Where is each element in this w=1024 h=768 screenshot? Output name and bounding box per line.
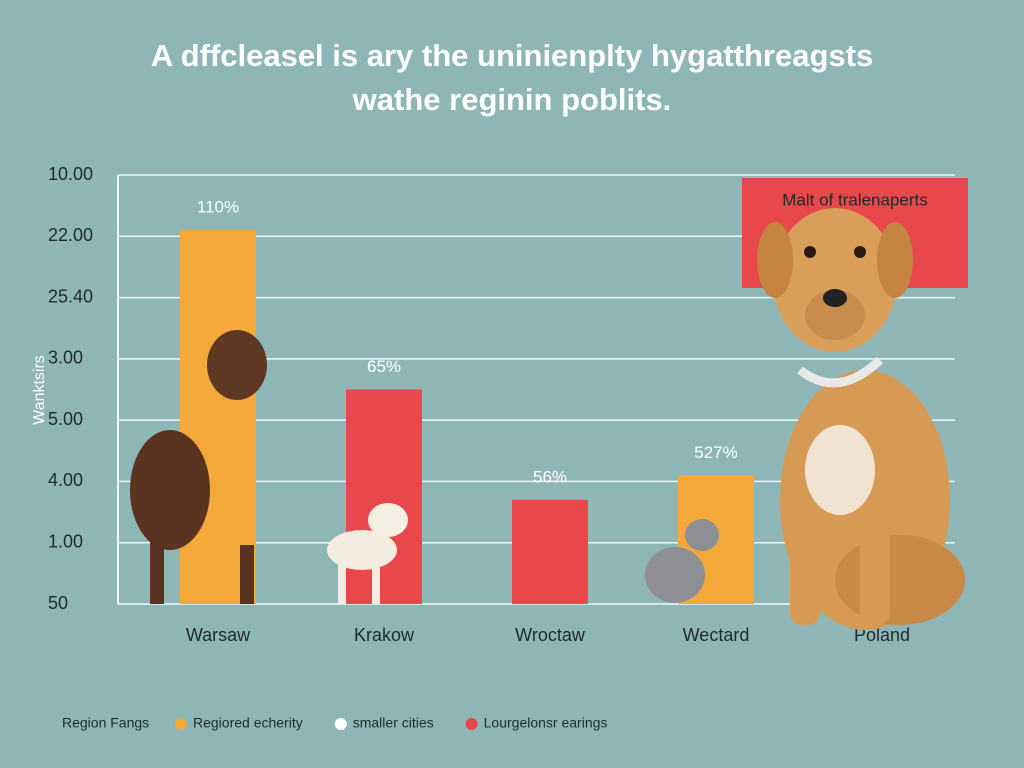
y-tick-label: 1.00 [48,531,83,551]
y-tick-label: 50 [48,593,68,613]
legend-swatch [334,718,347,730]
legend-swatch [465,718,478,730]
callout-text: Malt of tralenaperts [782,190,928,209]
cat [645,519,719,603]
data-label: 56% [533,467,567,486]
data-label: 527% [694,443,737,462]
chart-title: A dffcleasel is ary the uninienplty hyga… [151,38,873,73]
y-tick-label: 3.00 [48,348,83,368]
y-axis-label: Wanktsirs [31,355,48,425]
bar [512,499,588,604]
y-tick-label: 25.40 [48,286,93,306]
y-tick-label: 10.00 [48,164,93,184]
data-label: 110% [197,198,239,217]
y-tick-label: 22.00 [48,225,93,245]
legend-label: Lourgelonsr earings [484,715,608,731]
white-dog [327,503,408,604]
x-tick-label: Wectard [683,625,750,645]
legend: Regiored echerity smaller cities Lourgelon… [175,715,607,731]
legend-swatch [175,718,187,730]
legend-label: smaller cities [353,715,434,731]
dog-illustration [757,208,965,630]
y-tick-label: 5.00 [48,409,83,429]
brown-dog [130,330,267,604]
chart-subtitle: wathe reginin poblits. [352,82,672,117]
bar [180,230,256,604]
legend-title: Region Fangs [62,715,149,731]
data-label: 65% [367,357,401,376]
bar [346,389,422,604]
x-tick-label: Krakow [354,625,415,645]
legend-label: Regiored echerity [193,715,303,731]
x-tick-label: Warsaw [186,625,251,645]
y-tick-label: 4.00 [48,470,83,490]
x-tick-label: Wroctaw [515,625,586,645]
